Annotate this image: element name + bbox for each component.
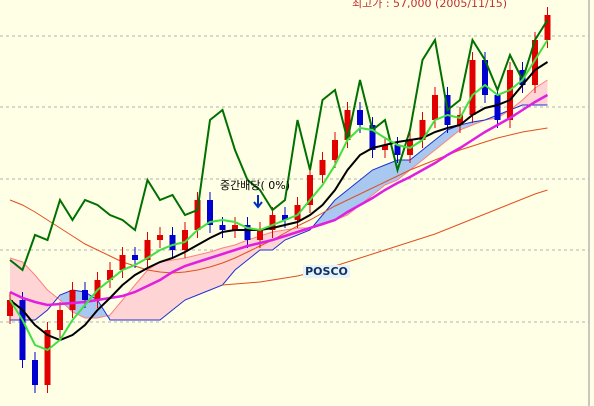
candle-body [269, 215, 276, 230]
candle-body [19, 300, 26, 360]
trend-line [222, 189, 548, 286]
cloud-fill [72, 290, 85, 318]
indicator-line [9, 93, 549, 307]
cloud-fill [422, 140, 435, 160]
candle-body [244, 225, 251, 240]
cloud-fill [60, 290, 73, 312]
candle-body [432, 95, 438, 120]
cloud-fill [247, 236, 260, 260]
candle-body [282, 215, 288, 220]
candle-body [507, 70, 513, 120]
candle-body [157, 235, 163, 240]
cloud-upper-line [9, 79, 548, 319]
candle-body [169, 235, 176, 250]
candle-body [357, 110, 363, 125]
candle-body [307, 175, 313, 205]
candle-body [294, 205, 301, 220]
trend-line [9, 127, 548, 274]
stock-name: POSCO [305, 265, 348, 278]
cloud-fill [135, 270, 148, 320]
plot [0, 7, 589, 393]
candle-body [32, 360, 38, 385]
cloud-fill [110, 300, 123, 320]
candle-body [207, 200, 213, 225]
candle-body [319, 160, 326, 175]
candle-body [7, 300, 13, 316]
candle-body [469, 60, 476, 115]
candle-body [257, 230, 263, 240]
candle-body [457, 115, 463, 125]
candle-body [382, 145, 388, 150]
candle-body [144, 240, 151, 260]
candle-body [419, 120, 426, 140]
candle-body [344, 110, 351, 140]
candle-body [369, 125, 376, 150]
candle-body [82, 290, 88, 300]
cloud-fill [385, 160, 398, 185]
cloud-fill [222, 245, 235, 285]
candle-body [219, 225, 226, 230]
candle-body [69, 290, 76, 310]
indicator-line [9, 19, 549, 272]
cloud-fill [522, 88, 535, 105]
cloud-fill [210, 248, 223, 290]
cloud-fill [460, 122, 473, 130]
candle-body [57, 310, 63, 330]
candle-body [107, 270, 113, 280]
stock-name-box [303, 265, 350, 278]
event-arrow [253, 195, 263, 209]
candle-body [494, 95, 501, 120]
candle-body [44, 330, 51, 385]
cloud-fill [147, 262, 160, 320]
candle-body [482, 60, 488, 95]
candle-body [232, 225, 238, 230]
indicator-line [9, 61, 549, 342]
cloud-fill [410, 150, 423, 170]
candle-body [182, 230, 188, 250]
indicator-line [9, 39, 549, 352]
candle-body [119, 255, 126, 270]
cloud-fill [322, 200, 335, 225]
candle-body [332, 140, 338, 160]
cloud-fill [197, 252, 210, 295]
cloud-fill [435, 130, 448, 150]
candle-body [532, 40, 538, 85]
annotation: 중간배당( 0%) [220, 179, 290, 192]
candle-body [194, 200, 201, 230]
candle-body [544, 15, 551, 40]
candle-body [132, 255, 138, 260]
high-label: 최고가 : 57,000 (2005/11/15) [352, 0, 507, 10]
cloud-fill [22, 262, 35, 320]
cloud-fill [360, 170, 373, 205]
candle-body [394, 145, 401, 155]
